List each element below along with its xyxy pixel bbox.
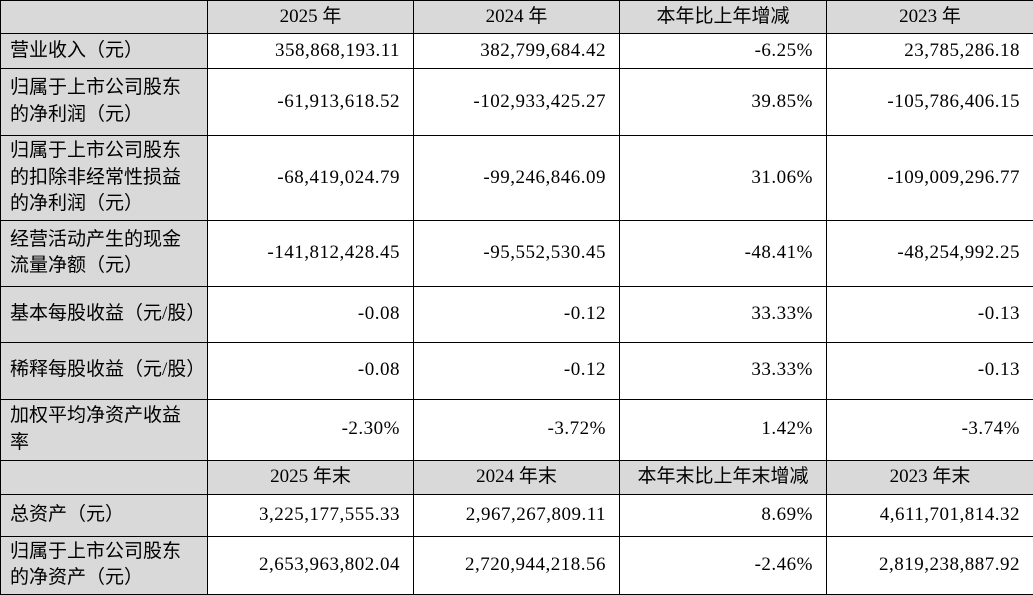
header-cell-2025-end: 2025 年末: [208, 460, 414, 494]
header-cell-2024-end: 2024 年末: [414, 460, 620, 494]
value-cell: 2,720,944,218.56: [414, 536, 620, 594]
table-row-diluted-eps: 稀释每股收益（元/股） -0.08 -0.12 33.33% -0.13: [1, 342, 1033, 399]
value-cell: -102,933,425.27: [414, 69, 620, 136]
value-cell: 33.33%: [620, 342, 827, 399]
value-cell: -61,913,618.52: [208, 69, 414, 136]
row-label: 基本每股收益（元/股）: [1, 286, 208, 342]
value-cell: 382,799,684.42: [414, 34, 620, 69]
value-cell: -3.74%: [827, 399, 1033, 460]
table-row-basic-eps: 基本每股收益（元/股） -0.08 -0.12 33.33% -0.13: [1, 286, 1033, 342]
value-cell: 8.69%: [620, 494, 827, 536]
value-cell: -48,254,992.25: [827, 220, 1033, 286]
header-cell-blank: [1, 460, 208, 494]
table-row-weighted-avg-roe: 加权平均净资产收益率 -2.30% -3.72% 1.42% -3.74%: [1, 399, 1033, 460]
value-cell: 33.33%: [620, 286, 827, 342]
value-cell: -3.72%: [414, 399, 620, 460]
table-row-operating-cash-flow: 经营活动产生的现金流量净额（元） -141,812,428.45 -95,552…: [1, 220, 1033, 286]
value-cell: -6.25%: [620, 34, 827, 69]
row-label: 营业收入（元）: [1, 34, 208, 69]
value-cell: -109,009,296.77: [827, 136, 1033, 221]
value-cell: 2,653,963,802.04: [208, 536, 414, 594]
row-label: 经营活动产生的现金流量净额（元）: [1, 220, 208, 286]
value-cell: -95,552,530.45: [414, 220, 620, 286]
value-cell: 358,868,193.11: [208, 34, 414, 69]
value-cell: -105,786,406.15: [827, 69, 1033, 136]
table-row-net-profit: 归属于上市公司股东的净利润（元） -61,913,618.52 -102,933…: [1, 69, 1033, 136]
value-cell: -48.41%: [620, 220, 827, 286]
value-cell: -2.30%: [208, 399, 414, 460]
row-label: 总资产（元）: [1, 494, 208, 536]
row-label: 归属于上市公司股东的净资产（元）: [1, 536, 208, 594]
row-label: 归属于上市公司股东的净利润（元）: [1, 69, 208, 136]
value-cell: 1.42%: [620, 399, 827, 460]
row-label: 稀释每股收益（元/股）: [1, 342, 208, 399]
row-label: 归属于上市公司股东的扣除非经常性损益的净利润（元）: [1, 136, 208, 221]
header-cell-yoy-change: 本年比上年增减: [620, 1, 827, 34]
header-cell-2024: 2024 年: [414, 1, 620, 34]
header-row-annual: 2025 年 2024 年 本年比上年增减 2023 年: [1, 1, 1033, 34]
value-cell: 39.85%: [620, 69, 827, 136]
value-cell: -0.08: [208, 342, 414, 399]
value-cell: -0.12: [414, 286, 620, 342]
value-cell: -141,812,428.45: [208, 220, 414, 286]
header-cell-end-change: 本年末比上年末增减: [620, 460, 827, 494]
value-cell: 2,967,267,809.11: [414, 494, 620, 536]
table-row-total-assets: 总资产（元） 3,225,177,555.33 2,967,267,809.11…: [1, 494, 1033, 536]
value-cell: -2.46%: [620, 536, 827, 594]
header-cell-2025: 2025 年: [208, 1, 414, 34]
value-cell: -0.08: [208, 286, 414, 342]
header-row-period-end: 2025 年末 2024 年末 本年末比上年末增减 2023 年末: [1, 460, 1033, 494]
value-cell: -0.13: [827, 342, 1033, 399]
table-row-net-profit-excl-nonrecurring: 归属于上市公司股东的扣除非经常性损益的净利润（元） -68,419,024.79…: [1, 136, 1033, 221]
header-cell-2023-end: 2023 年末: [827, 460, 1033, 494]
value-cell: 2,819,238,887.92: [827, 536, 1033, 594]
header-cell-2023: 2023 年: [827, 1, 1033, 34]
table-row-operating-revenue: 营业收入（元） 358,868,193.11 382,799,684.42 -6…: [1, 34, 1033, 69]
value-cell: 3,225,177,555.33: [208, 494, 414, 536]
value-cell: 31.06%: [620, 136, 827, 221]
value-cell: 4,611,701,814.32: [827, 494, 1033, 536]
header-cell-blank: [1, 1, 208, 34]
value-cell: -0.12: [414, 342, 620, 399]
value-cell: -68,419,024.79: [208, 136, 414, 221]
value-cell: -99,246,846.09: [414, 136, 620, 221]
value-cell: 23,785,286.18: [827, 34, 1033, 69]
table-row-net-assets: 归属于上市公司股东的净资产（元） 2,653,963,802.04 2,720,…: [1, 536, 1033, 594]
value-cell: -0.13: [827, 286, 1033, 342]
row-label: 加权平均净资产收益率: [1, 399, 208, 460]
